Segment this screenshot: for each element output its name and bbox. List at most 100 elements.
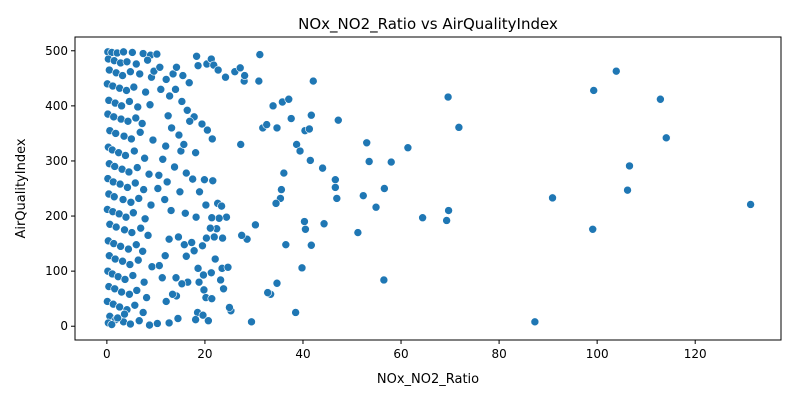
scatter-point-208 bbox=[219, 284, 228, 294]
scatter-point-85 bbox=[138, 247, 147, 256]
scatter-point-248 bbox=[331, 175, 340, 184]
scatter-point-49 bbox=[140, 153, 149, 163]
scatter-point-180 bbox=[187, 238, 196, 247]
scatter-point-259 bbox=[358, 191, 368, 200]
scatter-point-174 bbox=[166, 206, 176, 215]
scatter-point-182 bbox=[209, 232, 219, 242]
scatter-point-39 bbox=[111, 129, 120, 138]
scatter-point-83 bbox=[124, 244, 133, 254]
scatter-point-203 bbox=[157, 273, 167, 283]
scatter-point-251 bbox=[319, 219, 329, 229]
scatter-point-221 bbox=[263, 288, 272, 297]
scatter-point-64 bbox=[118, 195, 128, 204]
scatter-point-115 bbox=[145, 320, 154, 330]
scatter-point-185 bbox=[206, 223, 215, 233]
scatter-point-33 bbox=[109, 112, 119, 122]
scatter-point-276 bbox=[611, 66, 621, 76]
y-tick-label: 400 bbox=[45, 99, 68, 113]
scatter-point-178 bbox=[174, 232, 183, 242]
x-tick-label: 60 bbox=[393, 347, 408, 361]
scatter-point-280 bbox=[661, 133, 671, 143]
scatter-point-170 bbox=[214, 213, 224, 223]
scatter-point-243 bbox=[307, 110, 316, 120]
scatter-point-101 bbox=[125, 289, 134, 299]
scatter-point-13 bbox=[143, 55, 152, 65]
scatter-point-166 bbox=[201, 200, 211, 210]
scatter-point-143 bbox=[182, 105, 192, 115]
scatter-point-37 bbox=[137, 119, 147, 128]
x-tick-label: 20 bbox=[197, 347, 212, 361]
scatter-point-207 bbox=[207, 294, 217, 303]
scatter-point-267 bbox=[418, 213, 427, 222]
scatter-point-218 bbox=[153, 319, 162, 328]
x-tick-label: 40 bbox=[295, 347, 310, 361]
scatter-point-55 bbox=[144, 169, 154, 179]
scatter-point-139 bbox=[156, 85, 166, 94]
scatter-point-249 bbox=[333, 115, 343, 125]
scatter-point-169 bbox=[222, 212, 231, 222]
scatter-point-172 bbox=[191, 212, 201, 222]
scatter-point-122 bbox=[161, 75, 171, 84]
scatter-point-123 bbox=[168, 69, 178, 79]
scatter-point-234 bbox=[268, 101, 278, 111]
scatter-point-61 bbox=[139, 185, 148, 194]
scatter-point-173 bbox=[181, 208, 190, 218]
scatter-point-151 bbox=[185, 116, 195, 126]
scatter-point-240 bbox=[295, 146, 305, 156]
scatter-point-157 bbox=[170, 162, 179, 172]
scatter-point-41 bbox=[127, 134, 136, 144]
scatter-point-137 bbox=[255, 50, 265, 59]
scatter-point-263 bbox=[380, 184, 389, 193]
scatter-point-222 bbox=[291, 308, 300, 317]
scatter-point-65 bbox=[126, 197, 136, 207]
scatter-point-250 bbox=[332, 194, 342, 203]
x-axis-ticks: 0 20 40 60 80 100 120 bbox=[103, 340, 707, 361]
scatter-point-118 bbox=[113, 313, 122, 323]
scatter-point-202 bbox=[161, 297, 171, 306]
scatter-point-175 bbox=[160, 195, 170, 204]
scatter-point-168 bbox=[217, 201, 226, 211]
scatter-point-209 bbox=[199, 285, 209, 295]
scatter-point-96 bbox=[128, 271, 138, 280]
scatter-point-229 bbox=[237, 231, 246, 240]
scatter-point-128 bbox=[193, 61, 203, 70]
scatter-point-162 bbox=[154, 170, 164, 180]
y-tick-label: 200 bbox=[45, 209, 68, 223]
scatter-point-17 bbox=[126, 67, 135, 77]
scatter-point-227 bbox=[236, 140, 246, 149]
scatter-point-152 bbox=[191, 148, 200, 157]
scatter-point-258 bbox=[353, 228, 363, 237]
scatter-point-88 bbox=[118, 256, 127, 266]
scatter-point-255 bbox=[307, 240, 316, 250]
scatter-point-177 bbox=[164, 234, 174, 244]
scatter-point-261 bbox=[364, 157, 374, 166]
scatter-point-60 bbox=[131, 178, 140, 188]
scatter-point-196 bbox=[194, 277, 204, 287]
scatter-point-247 bbox=[331, 183, 340, 192]
scatter-point-277 bbox=[623, 185, 632, 195]
scatter-point-265 bbox=[379, 275, 389, 285]
scatter-point-23 bbox=[122, 86, 131, 95]
scatter-point-188 bbox=[181, 251, 191, 261]
scatter-point-11 bbox=[122, 57, 132, 67]
scatter-point-76 bbox=[120, 225, 129, 235]
scatter-point-150 bbox=[174, 130, 184, 140]
plot-frame bbox=[74, 36, 782, 341]
scatter-point-43 bbox=[148, 135, 158, 145]
scatter-point-140 bbox=[165, 91, 174, 101]
scatter-point-242 bbox=[305, 124, 314, 134]
scatter-point-257 bbox=[272, 278, 282, 288]
y-tick-label: 100 bbox=[45, 264, 68, 278]
scatter-point-181 bbox=[198, 241, 207, 251]
scatter-point-271 bbox=[454, 123, 464, 132]
scatter-point-201 bbox=[168, 289, 177, 299]
scatter-point-36 bbox=[131, 113, 141, 123]
scatter-point-106 bbox=[115, 302, 124, 312]
chart-title: NOx_NO2_Ratio vs AirQualityIndex bbox=[298, 15, 558, 34]
scatter-point-273 bbox=[548, 193, 557, 203]
scatter-point-211 bbox=[225, 303, 234, 312]
scatter-point-215 bbox=[191, 315, 200, 324]
scatter-point-176 bbox=[153, 184, 163, 193]
scatter-point-235 bbox=[272, 123, 282, 133]
scatter-point-119 bbox=[120, 309, 129, 319]
